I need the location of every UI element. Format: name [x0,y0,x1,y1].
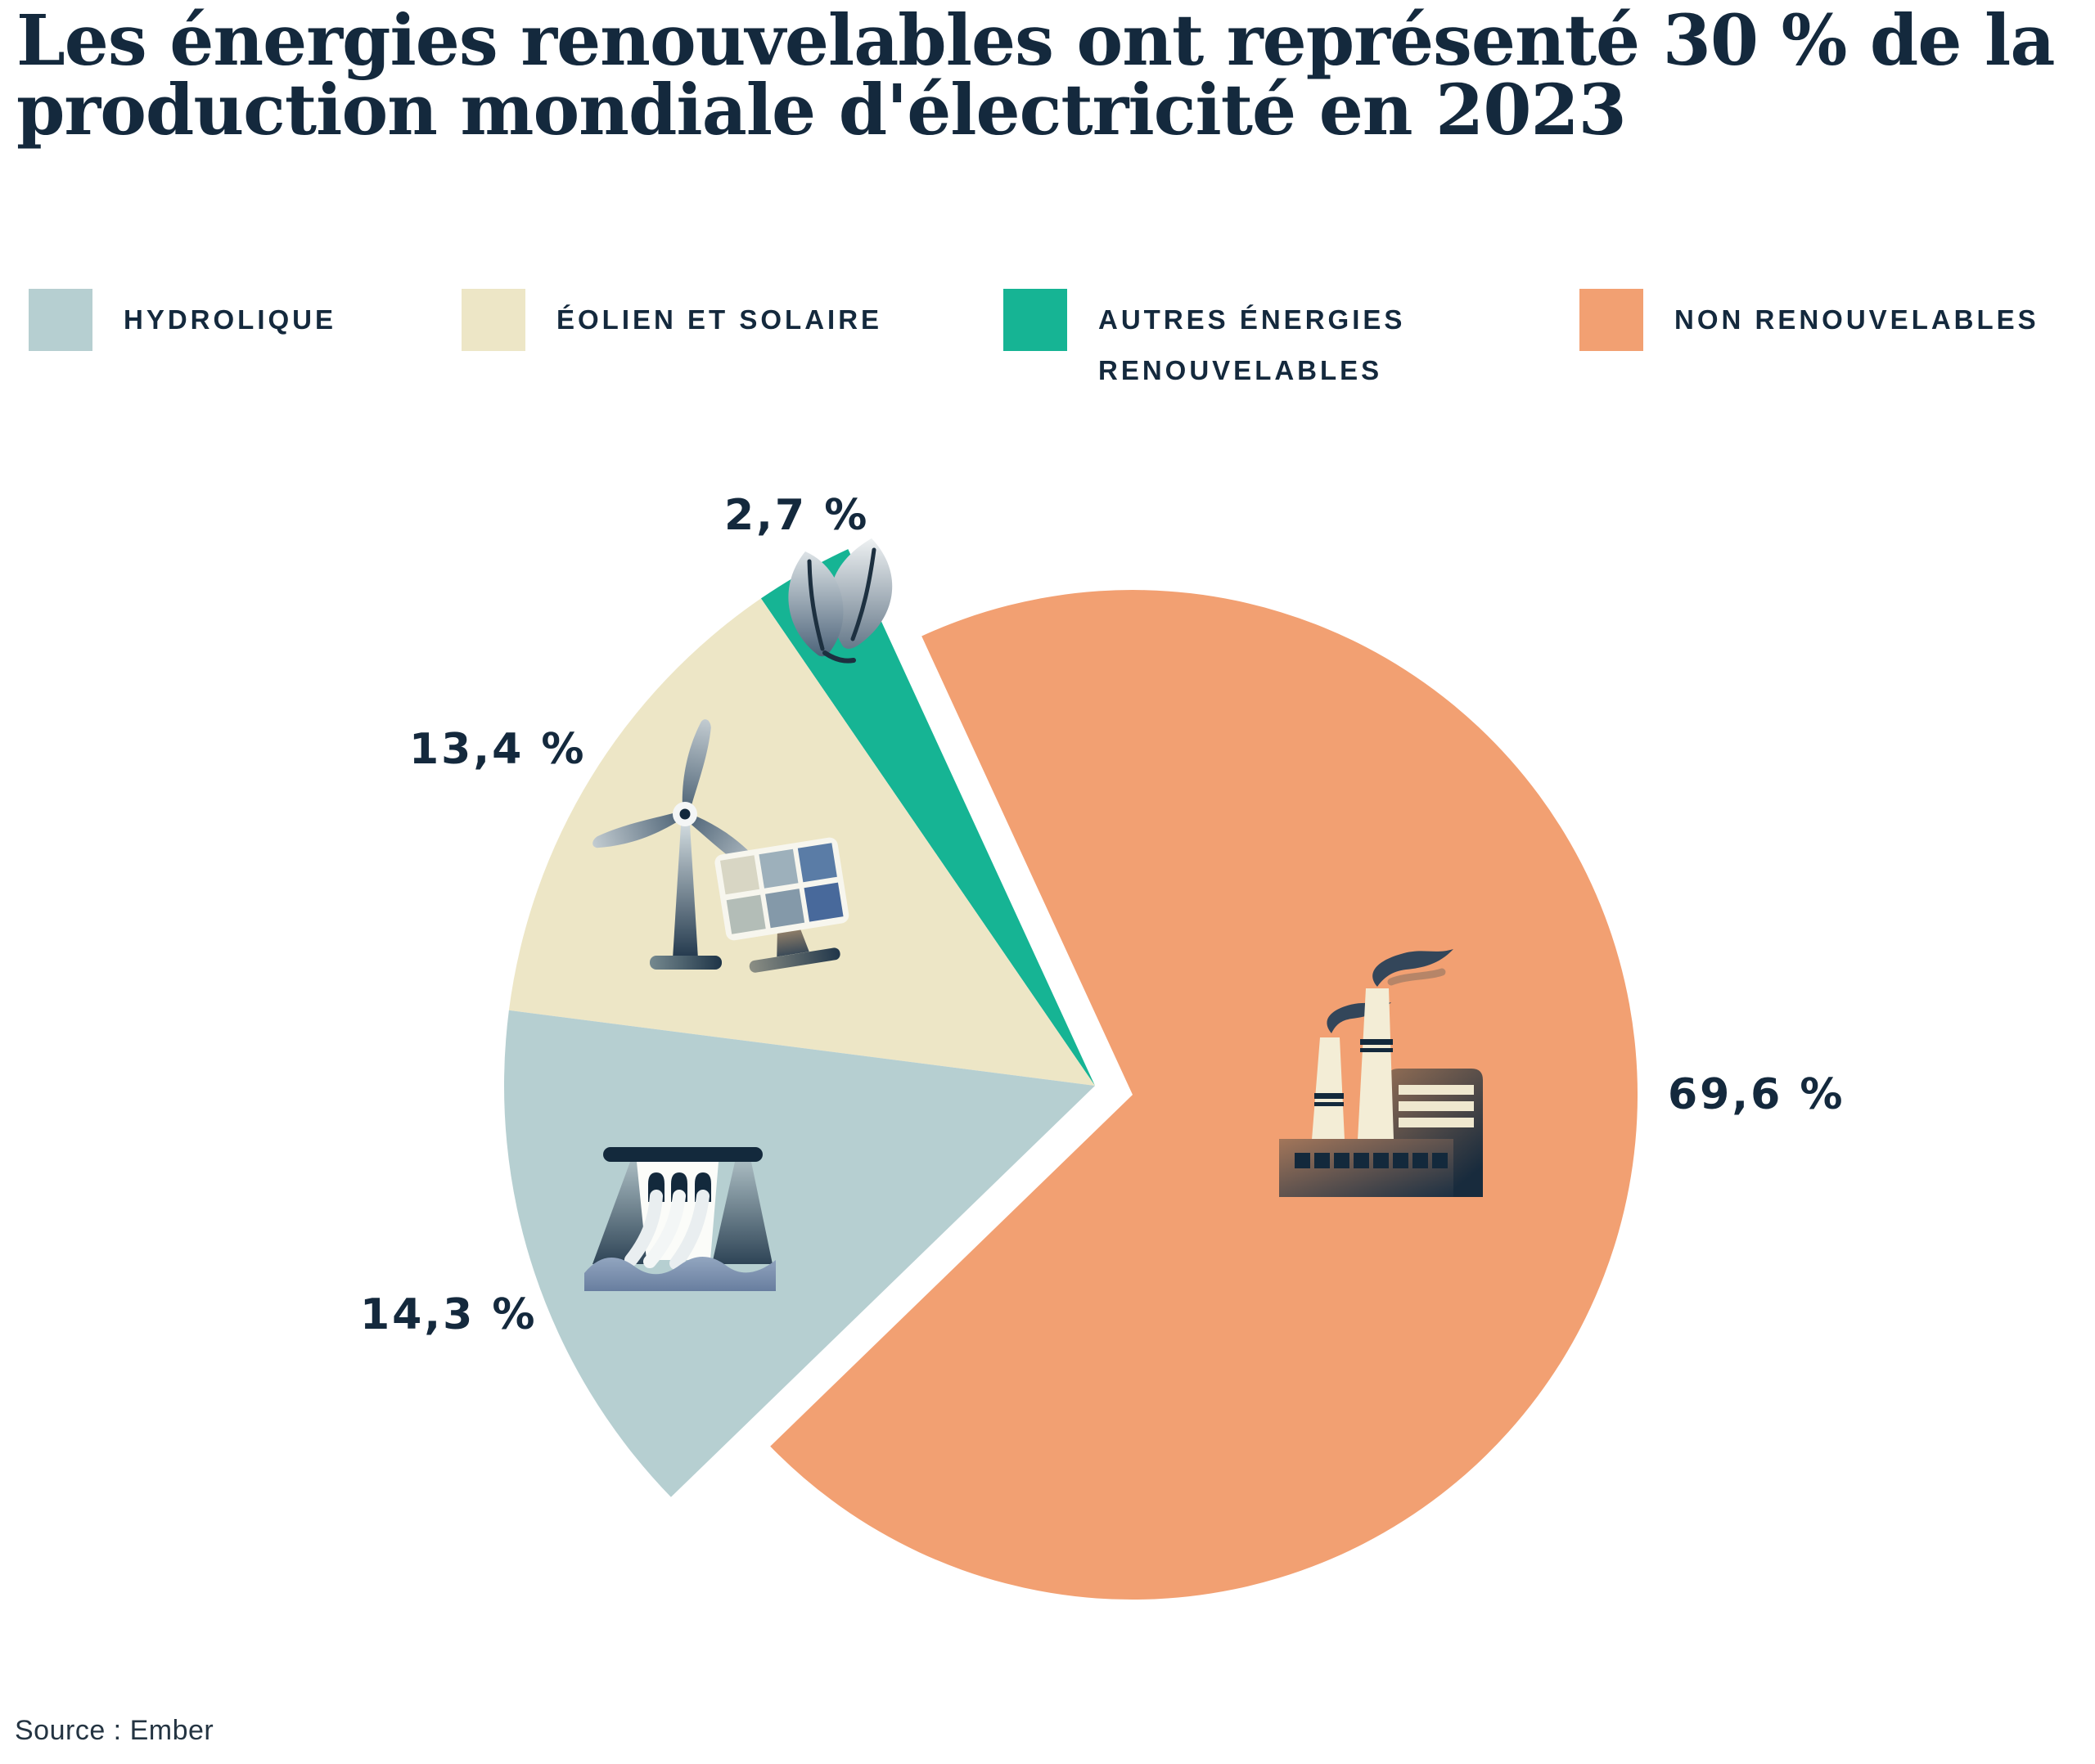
pie-slice-non_renewables[interactable] [770,590,1638,1600]
legend-swatch-other-renewables [1003,289,1067,351]
source-note: Source : Ember [15,1715,214,1746]
legend-swatch-non-renewables [1579,289,1643,351]
legend-swatch-wind-solar [462,289,525,351]
pie-slice-hydro[interactable] [503,1010,1095,1497]
pie-label-other-renewables: 2,7 % [724,491,870,540]
legend-swatch-hydro [29,289,92,351]
page-title-line1: Les énergies renouvelables ont représent… [16,0,2055,82]
legend-item-hydro[interactable]: HYDROLIQUE [29,289,336,351]
legend-label-hydro: HYDROLIQUE [124,304,337,335]
factory-icon [1279,949,1483,1197]
leaf-icon [788,538,893,664]
legend-item-non-renewables[interactable]: NON RENOUVELABLES [1579,289,2039,351]
legend-label-wind-solar: ÉOLIEN ET SOLAIRE [556,304,883,335]
dam-icon [584,1147,776,1291]
pie-label-hydro: 14,3 % [360,1290,538,1339]
legend-label-other-renewables: AUTRES ÉNERGIES RENOUVELABLES [1098,304,1406,385]
page-title: Les énergies renouvelables ont représent… [16,7,2095,146]
legend-item-other-renewables[interactable]: AUTRES ÉNERGIES RENOUVELABLES [1003,289,1450,396]
page-title-line2: production mondiale d'électricité en 202… [16,70,1627,151]
pie-label-non-renewables: 69,6 % [1668,1070,1845,1119]
pie-label-wind-solar: 13,4 % [409,725,587,774]
wind-turbine-solar-panel-icon [590,717,849,973]
legend-label-non-renewables: NON RENOUVELABLES [1674,304,2039,335]
legend-item-wind-solar[interactable]: ÉOLIEN ET SOLAIRE [462,289,882,351]
pie-slice-other_renewables[interactable] [760,549,1095,1086]
